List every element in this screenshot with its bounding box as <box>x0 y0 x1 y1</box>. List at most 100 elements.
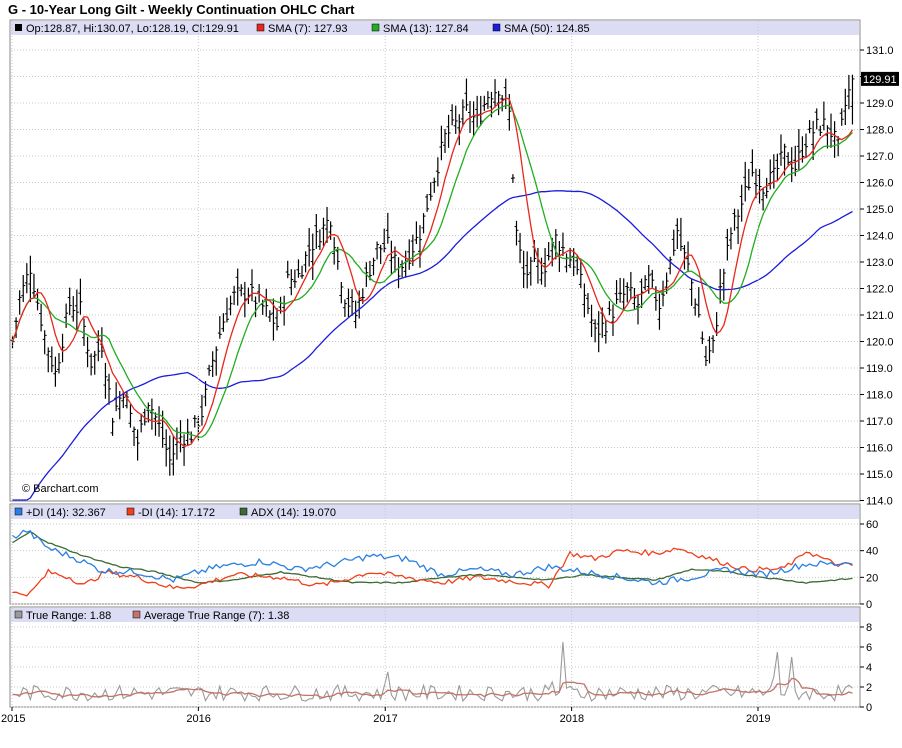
chart-title: G - 10-Year Long Gilt - Weekly Continuat… <box>8 2 355 17</box>
adx-legend-swatch <box>239 507 248 516</box>
ohlc-bar <box>607 301 612 316</box>
tr-tick-label: 4 <box>866 662 872 674</box>
ohlc-bar <box>628 271 633 300</box>
ohlc-bar <box>342 299 347 317</box>
ohlc-bar <box>585 293 590 314</box>
ohlc-bar <box>182 434 187 466</box>
ohlc-bar <box>31 273 36 299</box>
ohlc-bar <box>56 353 61 374</box>
ohlc-bar <box>793 145 798 177</box>
watermark: © Barchart.com <box>22 483 99 495</box>
ohlc-bar <box>178 420 183 453</box>
plus-di-legend-swatch <box>14 507 23 516</box>
ohlc-bar <box>814 108 819 130</box>
ohlc-bar <box>224 297 229 323</box>
ohlc-bar <box>525 251 530 289</box>
ohlc-bar <box>746 168 751 191</box>
plus-di-line <box>12 529 853 586</box>
tr-legend-label: True Range: 1.88 <box>26 610 111 622</box>
ohlc-bar <box>171 435 176 476</box>
ohlc-bar <box>64 303 69 328</box>
dmi-tick-label: 20 <box>866 572 878 584</box>
ohlc-bar <box>703 345 708 367</box>
ohlc-bar <box>750 149 755 177</box>
ohlc-bar <box>625 282 630 303</box>
ohlc-bar <box>328 221 333 240</box>
ohlc-bar <box>825 125 830 149</box>
ohlc-bar <box>578 258 583 289</box>
ohlc-bar <box>339 281 344 304</box>
price-legend-bar <box>11 21 859 35</box>
ohlc-bar <box>707 336 712 364</box>
ohlc-bar <box>732 208 737 231</box>
ohlc-bar <box>71 296 76 322</box>
ohlc-bar <box>460 99 465 127</box>
ohlc-bar <box>325 206 330 243</box>
ohlc-bar <box>682 245 687 270</box>
ohlc-bar <box>221 313 226 332</box>
ohlc-bar <box>632 287 637 309</box>
ohlc-bar <box>618 277 623 303</box>
ohlc-bar <box>789 147 794 183</box>
ohlc-bar <box>718 268 723 304</box>
ohlc-bar <box>92 350 97 375</box>
ohlc-bar <box>696 287 701 318</box>
ohlc-bar <box>818 125 823 137</box>
ohlc-bar <box>239 284 244 297</box>
ohlc-bar <box>771 154 776 189</box>
price-tick-label: 117.0 <box>866 416 893 428</box>
ohlc-bar <box>371 257 376 276</box>
x-tick-label: 2019 <box>746 713 770 725</box>
ohlc-bar <box>686 241 691 273</box>
ohlc-bar <box>17 290 22 315</box>
ohlc-bar <box>711 335 716 353</box>
ohlc-bar <box>78 278 83 315</box>
ohlc-bar <box>493 79 498 108</box>
ohlc-bar <box>214 346 219 376</box>
ohlc-bar <box>471 101 476 137</box>
ohlc-bar <box>778 134 783 166</box>
ohlc-bar <box>803 133 808 159</box>
ohlc-bar <box>310 233 315 280</box>
ohlc-bar <box>275 308 280 331</box>
ohlc-bar <box>24 263 29 294</box>
sma13-legend-label: SMA (13): 127.84 <box>383 23 469 35</box>
tr-legend-swatch <box>14 610 23 619</box>
ohlc-bar <box>832 121 837 158</box>
time-axis: 2015 2016 2017 2018 2019 <box>1 21 770 725</box>
tr-legend-bar <box>11 608 859 622</box>
atr-line <box>12 677 853 699</box>
ohlc-bar <box>153 412 158 436</box>
ohlc-bar <box>596 311 601 353</box>
ohlc-bar <box>457 114 462 146</box>
adx-line <box>12 530 853 584</box>
ohlc-bar <box>425 194 430 212</box>
dmi-tick-label: 0 <box>866 599 872 611</box>
ohlc-bar <box>128 404 133 428</box>
ohlc-bar <box>439 125 444 161</box>
price-panel: 114.0 115.0 116.0 117.0 118.0 119.0 120.0 121.0… <box>9 19 899 508</box>
ohlc-bar <box>96 330 101 362</box>
price-tick-label: 122.0 <box>866 284 894 296</box>
true-range-line <box>12 641 853 703</box>
ohlc-bar <box>103 362 108 399</box>
ohlc-bar <box>811 120 816 161</box>
price-tick-label: 123.0 <box>866 257 894 269</box>
ohlc-bar <box>700 331 705 345</box>
ohlc-bar <box>603 319 608 344</box>
ohlc-bar <box>264 288 269 317</box>
ohlc-bar <box>485 91 490 109</box>
ohlc-bar <box>249 269 254 302</box>
ohlc-bar <box>435 157 440 187</box>
ohlc-bar <box>664 272 669 294</box>
ohlc-bar <box>267 310 272 322</box>
ohlc-bar <box>346 288 351 317</box>
price-tick-label: 128.0 <box>866 125 894 137</box>
tr-tick-label: 8 <box>866 622 872 634</box>
ohlc-bar <box>560 232 565 256</box>
price-tick-label: 114.0 <box>866 496 893 508</box>
minus-di-legend-label: -DI (14): 17.172 <box>138 507 215 519</box>
ohlc-bar <box>675 218 680 250</box>
ohlc-bar <box>228 295 233 316</box>
